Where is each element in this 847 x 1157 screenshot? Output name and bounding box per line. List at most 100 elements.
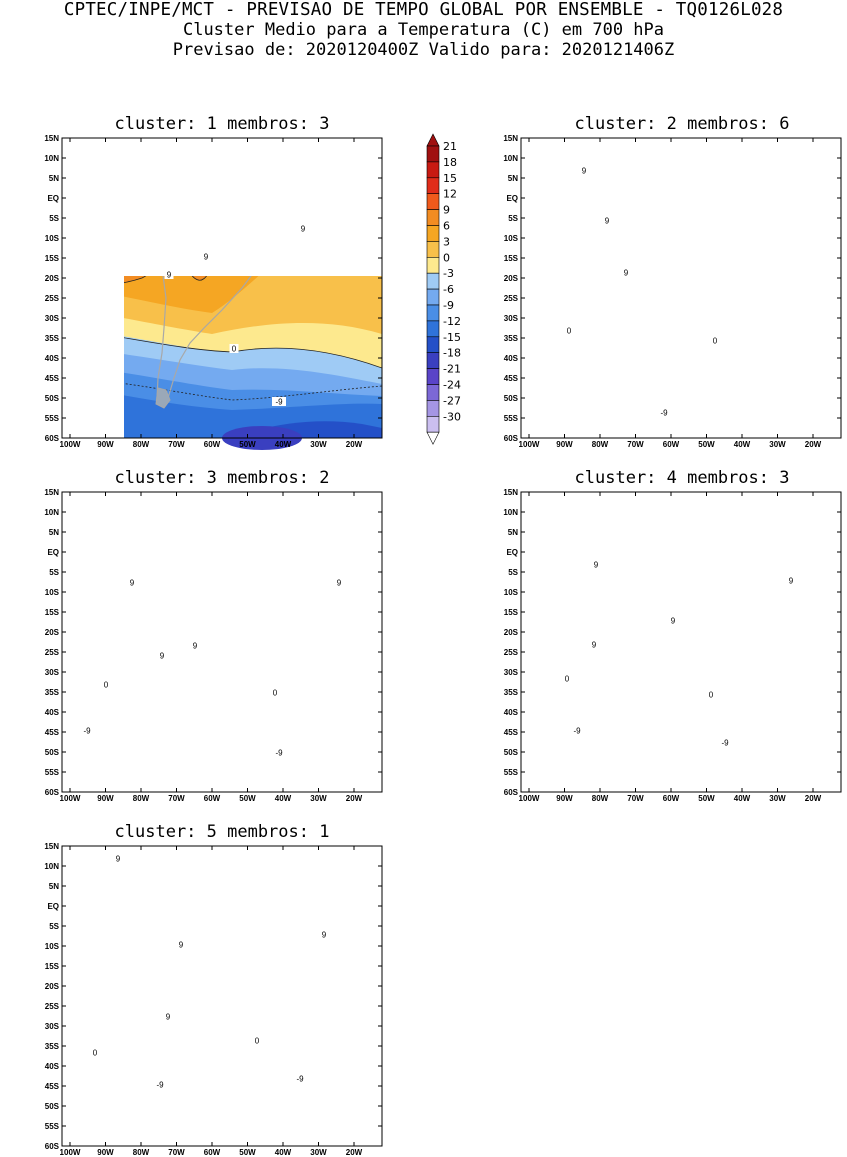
tierra-del-fuego [156, 1096, 170, 1116]
contour-label-bg [718, 738, 732, 747]
temp-band [62, 707, 382, 792]
lat-tick-label: 10N [503, 154, 518, 163]
lon-tick-label: 60W [204, 1148, 221, 1157]
lon-tick-label: 40W [275, 794, 292, 803]
lat-tick-label: EQ [47, 548, 59, 557]
panel-title-3: cluster: 3 membros: 2 [114, 468, 330, 488]
colorbar-arrow-bottom [426, 431, 440, 445]
lon-tick-label: 80W [592, 440, 609, 449]
lat-tick-label: 5N [49, 882, 59, 891]
lat-tick-label: 10S [504, 588, 519, 597]
lon-tick-label: 100W [519, 794, 540, 803]
colorbar-label: -12 [443, 315, 461, 328]
lon-tick-label: 80W [133, 794, 150, 803]
temp-band [521, 138, 841, 438]
contour-label: 9 [167, 271, 172, 280]
map-frame [520, 491, 842, 793]
lon-tick-label: 40W [734, 794, 751, 803]
contour-label: 9 [592, 641, 597, 650]
temp-band [521, 701, 841, 792]
contour-label-bg [176, 940, 186, 949]
lon-tick-label: 30W [310, 1148, 327, 1157]
contour-label-bg [229, 344, 239, 353]
lon-tick-label: 70W [168, 794, 185, 803]
colorbar-swatch [426, 241, 440, 258]
lon-tick-label: 70W [627, 794, 644, 803]
contour-label-bg [602, 216, 612, 225]
colorbar-label: 21 [443, 140, 457, 153]
temp-band [521, 600, 841, 792]
lat-tick-label: 5S [49, 922, 59, 931]
lat-tick-label: 60S [504, 434, 519, 443]
lat-tick-label: 50S [45, 748, 60, 757]
colorbar-label: 3 [443, 235, 450, 248]
temp-band [62, 725, 382, 792]
colorbar-swatch [426, 415, 440, 433]
temp-band [521, 388, 841, 438]
lat-tick-label: 10N [44, 862, 59, 871]
lat-tick-label: 10N [44, 154, 59, 163]
lat-tick-label: 20S [45, 982, 60, 991]
warm-region [601, 216, 698, 300]
lat-tick-label: 10S [504, 234, 519, 243]
colorbar-swatch [426, 193, 440, 210]
lon-tick-label: 70W [168, 1148, 185, 1157]
lat-tick-label: 55S [45, 414, 60, 423]
lat-tick-label: 10S [45, 234, 60, 243]
contour-label: 0 [104, 681, 109, 690]
contour-label: 9 [337, 579, 342, 588]
warm-region [554, 146, 573, 169]
lon-tick-label: 100W [60, 794, 81, 803]
lat-tick-label: 10S [45, 942, 60, 951]
contour-label: -9 [721, 739, 729, 748]
colorbar-swatch [426, 320, 440, 338]
contour-label-bg [164, 270, 174, 279]
contour-label-bg [564, 326, 574, 335]
warm-region [112, 141, 127, 160]
temp-band [521, 331, 841, 438]
contour-label-bg [127, 578, 137, 587]
contour-label-bg [272, 748, 286, 757]
warm-region [826, 496, 837, 510]
tierra-del-fuego [615, 388, 629, 408]
colorbar-swatch [426, 225, 440, 242]
header-line-2: Cluster Medio para a Temperatura (C) em … [182, 20, 665, 40]
map-frame [61, 845, 383, 1147]
lon-tick-label: 50W [239, 1148, 256, 1157]
lat-tick-label: 55S [45, 1122, 60, 1131]
lon-tick-label: 100W [519, 440, 540, 449]
lat-tick-label: 5N [508, 528, 518, 537]
header-line-3: Previsao de: 2020120400Z Valido para: 20… [172, 40, 675, 60]
contour-label: 0 [567, 327, 572, 336]
temp-band [62, 1096, 382, 1146]
figure-header: CPTEC/INPE/MCT - PREVISAO DE TEMPO GLOBA… [0, 0, 847, 60]
temp-band [521, 682, 841, 792]
lat-tick-label: 5N [508, 174, 518, 183]
warm-region [280, 222, 382, 273]
lon-tick-label: 30W [310, 440, 327, 449]
lat-tick-label: 60S [45, 1142, 60, 1151]
south-america-outline [601, 496, 761, 760]
warm-region [310, 583, 382, 642]
temp-band [62, 600, 382, 792]
contour-label: 0 [273, 689, 278, 698]
colorbar-swatch [426, 256, 440, 274]
lat-tick-label: 30S [45, 314, 60, 323]
map-frame [520, 137, 842, 439]
lat-tick-label: 5S [508, 214, 518, 223]
lat-tick-label: 20S [504, 274, 519, 283]
contour-label-bg [570, 726, 584, 735]
contour-zero [521, 331, 841, 368]
contour-label: 9 [301, 225, 306, 234]
contour-label: -9 [660, 409, 668, 418]
lat-tick-label: EQ [47, 194, 59, 203]
temp-band [521, 246, 841, 438]
lon-tick-label: 50W [698, 440, 715, 449]
contour-label-bg [101, 680, 111, 689]
contour-label: 9 [166, 1013, 171, 1022]
lat-tick-label: 35S [504, 688, 519, 697]
contour-label: 9 [160, 652, 165, 661]
colorbar-swatch [426, 400, 440, 417]
contour-label-bg [272, 397, 286, 406]
map-panel-4: 15N 10N 5N EQ 5S 10S 15S 20S 25S 30S 35S 40S 45S 50S 5… [503, 488, 842, 803]
